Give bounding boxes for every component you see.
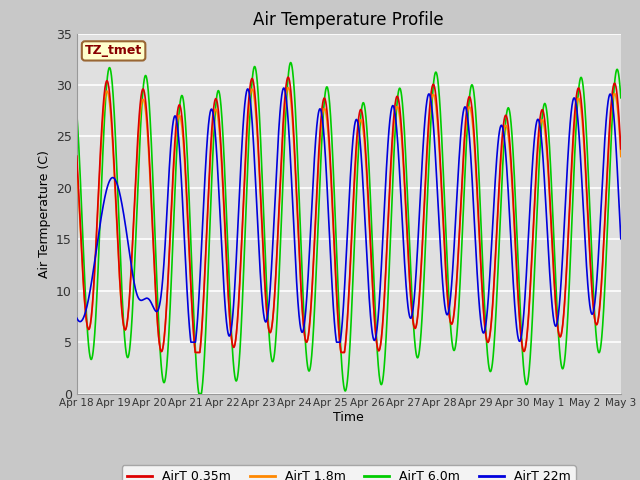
X-axis label: Time: Time — [333, 411, 364, 424]
Title: Air Temperature Profile: Air Temperature Profile — [253, 11, 444, 29]
Text: TZ_tmet: TZ_tmet — [85, 44, 142, 58]
Legend: AirT 0.35m, AirT 1.8m, AirT 6.0m, AirT 22m: AirT 0.35m, AirT 1.8m, AirT 6.0m, AirT 2… — [122, 465, 575, 480]
Y-axis label: Air Termperature (C): Air Termperature (C) — [38, 150, 51, 277]
